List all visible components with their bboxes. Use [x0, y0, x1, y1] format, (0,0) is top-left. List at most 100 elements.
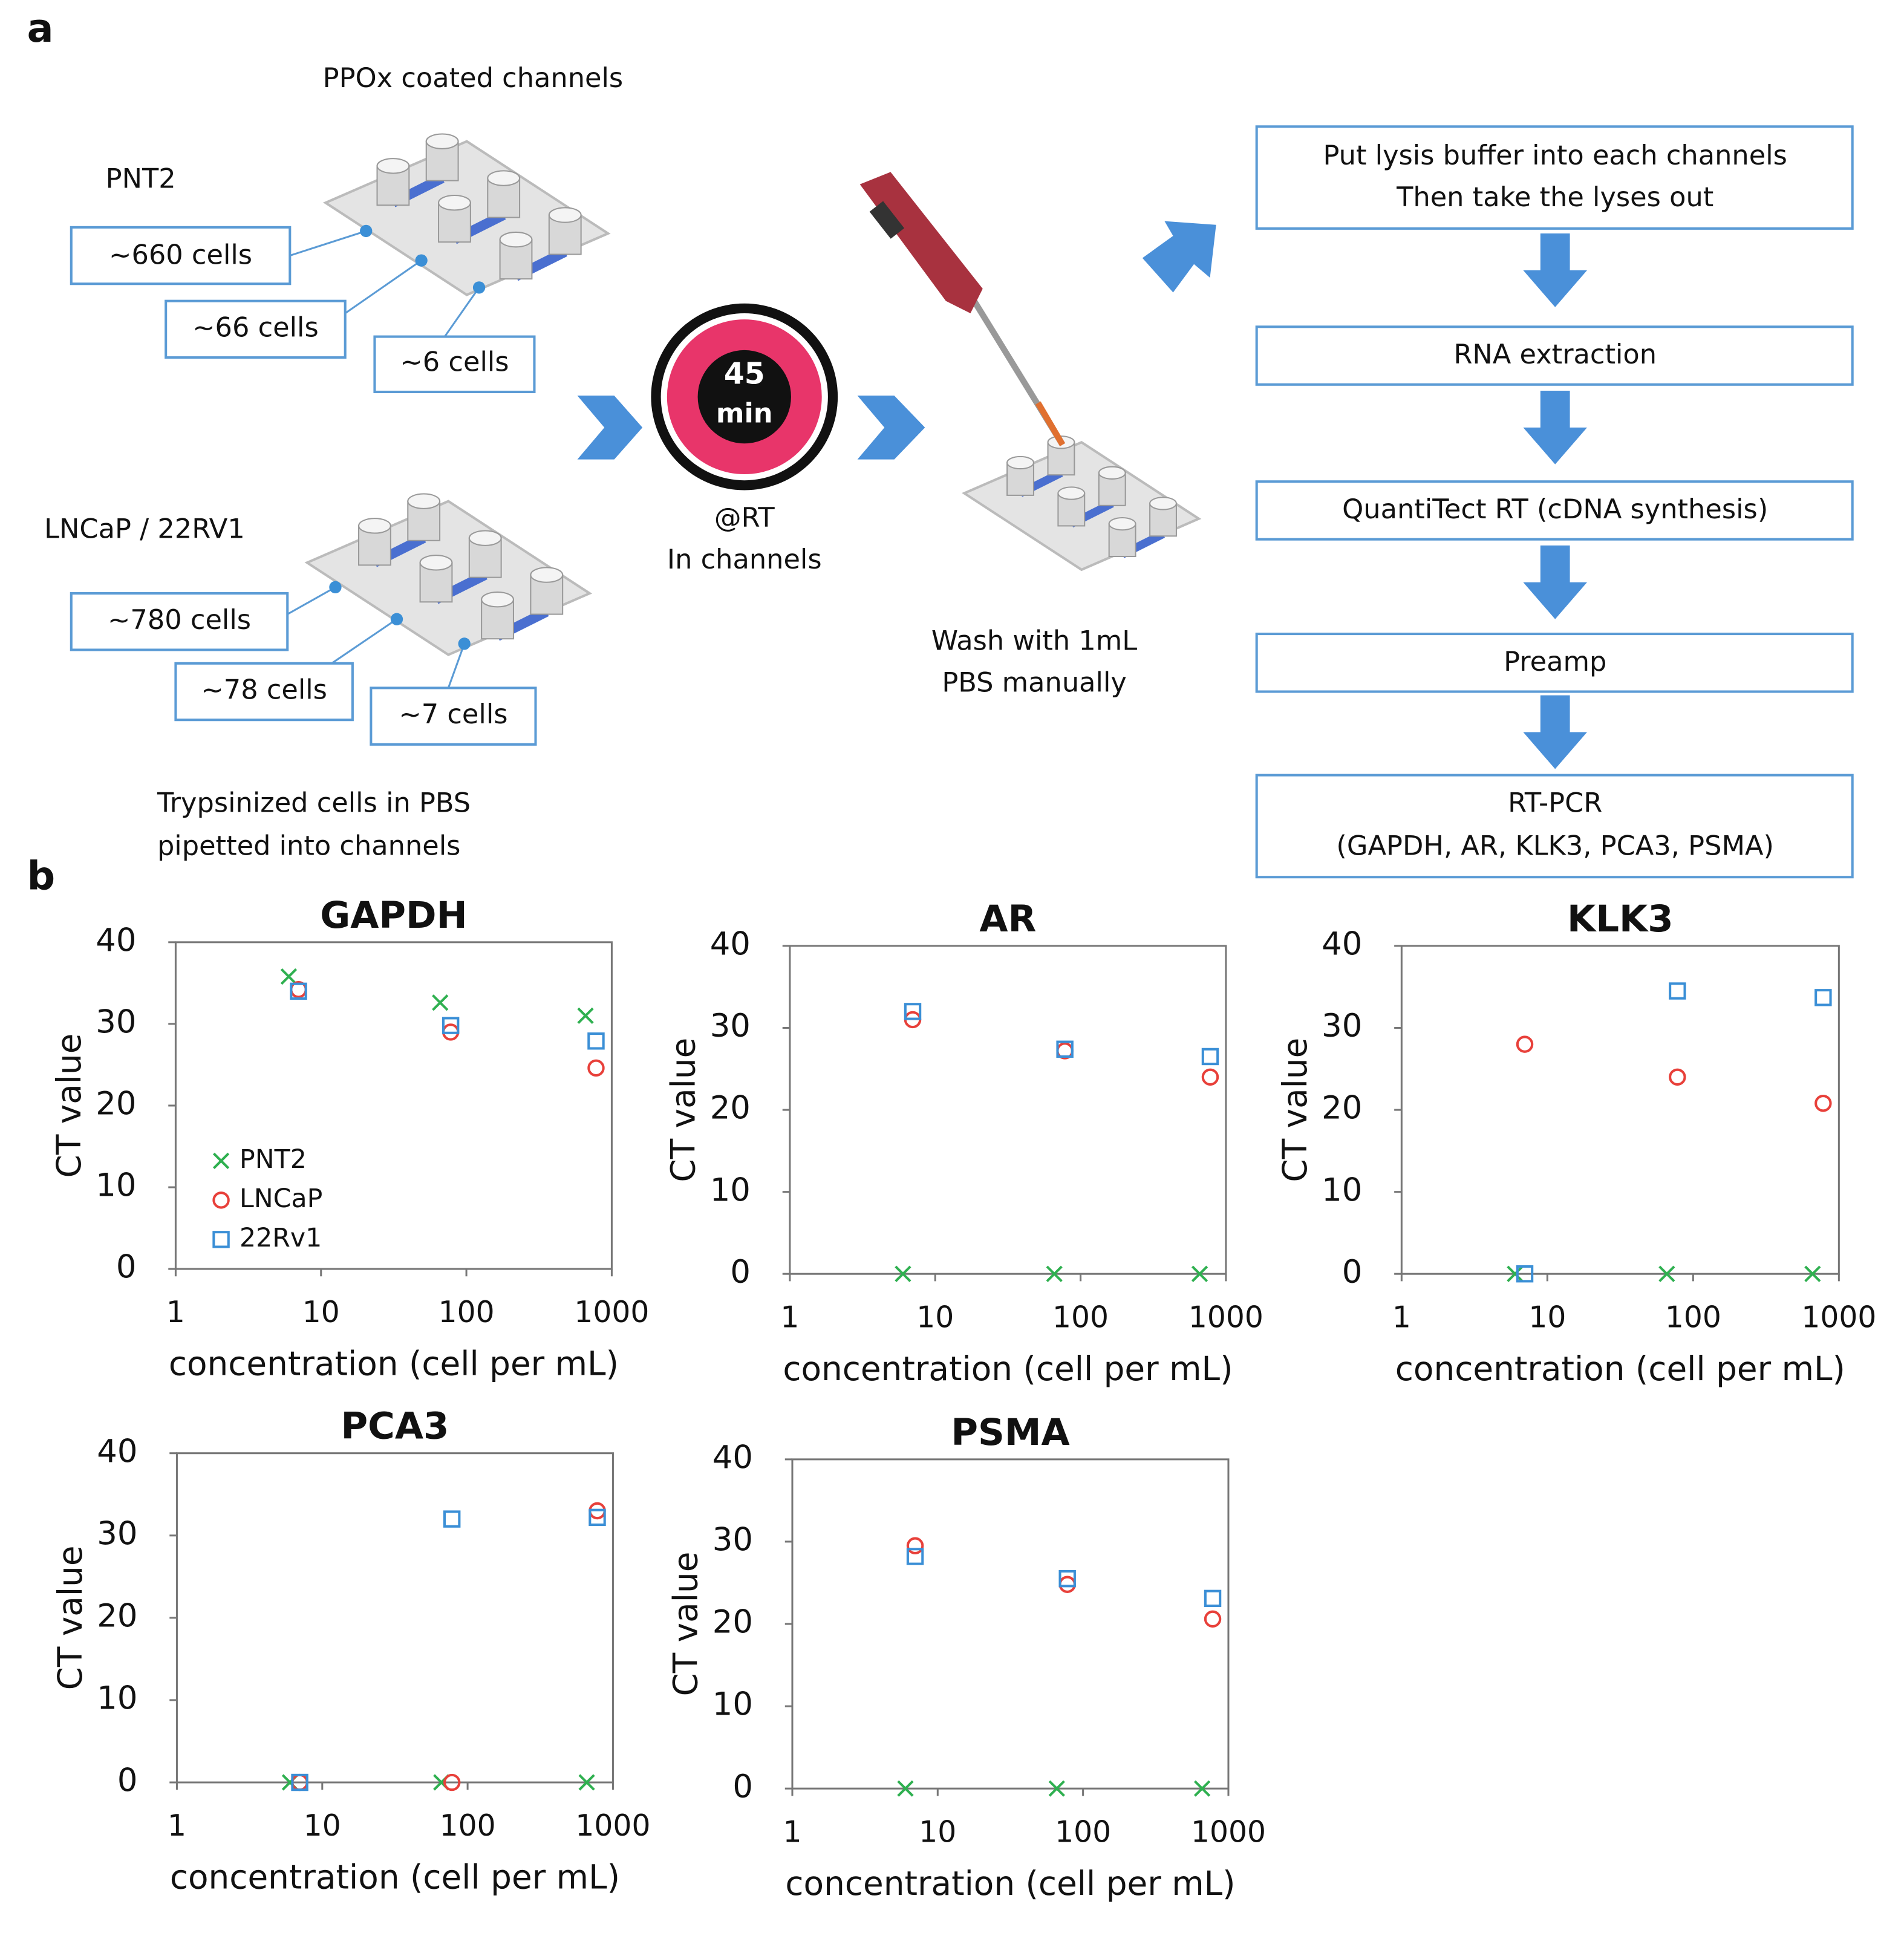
incubation: @RT: [714, 502, 775, 533]
plot-frame: [789, 945, 1227, 1275]
count: ~780 cells: [108, 604, 251, 636]
leader: [443, 287, 480, 337]
y-tick-label: 0: [116, 1249, 137, 1286]
leader: [287, 586, 336, 615]
x-tick-label: 10: [916, 1300, 954, 1334]
arrow: [1142, 221, 1216, 293]
incubation: In channels: [667, 544, 822, 575]
legend-marker: [212, 1191, 230, 1209]
panel-label: b: [27, 853, 56, 899]
step: QuantiTect RT (cDNA synthesis): [1342, 494, 1768, 525]
marker: [1201, 1048, 1219, 1066]
well-top: [438, 195, 471, 211]
count-box: [370, 686, 537, 746]
marker: [1058, 1576, 1076, 1593]
step: (GAPDH, AR, KLK3, PCA3, PSMA): [1336, 830, 1774, 861]
step: RT-PCR: [1508, 787, 1602, 818]
marker: [1201, 1068, 1219, 1086]
x-tick-label: 10: [302, 1296, 340, 1329]
marker: [1804, 1265, 1821, 1282]
x-tick-label: 100: [1055, 1815, 1111, 1849]
step-box: [1255, 633, 1854, 693]
timer-value: 45: [724, 357, 765, 391]
well-top: [487, 170, 521, 186]
marker: [577, 1007, 594, 1025]
y-tick-label: 30: [1322, 1008, 1362, 1045]
x-axis-label: concentration (cell per mL): [783, 1349, 1233, 1388]
well-top: [425, 133, 459, 149]
y-tick-label: 0: [732, 1768, 753, 1805]
count: ~7 cells: [399, 699, 507, 730]
marker: [1048, 1780, 1065, 1797]
well-top: [481, 592, 514, 608]
plot-frame: [791, 1458, 1230, 1790]
marker: [1204, 1610, 1222, 1628]
step: Then take the lyses out: [1396, 181, 1713, 213]
arrow: [577, 396, 643, 460]
well-top: [1057, 486, 1086, 500]
legend-label: LNCaP: [240, 1184, 322, 1214]
x-axis-label: concentration (cell per mL): [170, 1858, 620, 1897]
x-axis-label: concentration (cell per mL): [785, 1864, 1235, 1903]
step-box: [1255, 125, 1854, 230]
well-top: [419, 555, 453, 571]
y-axis-label: CT value: [663, 1038, 702, 1182]
marker: [1204, 1589, 1222, 1608]
well-top: [468, 530, 502, 546]
x-tick-label: 1000: [1191, 1815, 1266, 1849]
marker: [1193, 1780, 1211, 1797]
y-tick-label: 30: [96, 1004, 136, 1041]
marker: [897, 1780, 914, 1797]
cell-line: LNCaP / 22RV1: [44, 513, 245, 544]
y-tick-label: 40: [96, 922, 136, 959]
count-box: [70, 592, 289, 651]
step-box: [1255, 325, 1854, 386]
marker: [280, 968, 298, 985]
chart-title: PCA3: [341, 1405, 449, 1448]
x-tick-label: 1000: [1188, 1300, 1263, 1334]
well-top: [499, 231, 533, 248]
count-box: [373, 335, 536, 394]
step: Put lysis buffer into each channels: [1323, 140, 1787, 171]
marker: [1658, 1265, 1675, 1282]
plot-frame: [174, 941, 613, 1270]
legend-label: 22Rv1: [240, 1223, 322, 1253]
chart-title: AR: [979, 898, 1036, 940]
step: RNA extraction: [1453, 339, 1657, 370]
x-axis-label: concentration (cell per mL): [1395, 1349, 1845, 1388]
x-tick-label: 100: [1052, 1300, 1109, 1334]
x-tick-label: 1: [780, 1300, 799, 1334]
x-tick-label: 1000: [1801, 1300, 1876, 1334]
well-top: [376, 158, 410, 174]
legend-label: PNT2: [240, 1144, 307, 1175]
x-tick-label: 1: [168, 1809, 186, 1843]
y-axis-label: CT value: [1276, 1038, 1314, 1182]
leader: [289, 230, 367, 256]
count-box: [174, 662, 354, 722]
marker: [1669, 1068, 1686, 1086]
plot-frame: [1400, 945, 1840, 1275]
marker: [904, 1003, 922, 1020]
leader: [344, 259, 422, 315]
marker: [906, 1548, 924, 1565]
y-tick-label: 0: [730, 1254, 751, 1291]
marker: [1814, 989, 1832, 1006]
x-tick-label: 10: [919, 1815, 956, 1849]
arrow: [857, 396, 925, 460]
well: [1098, 472, 1126, 506]
chart-title: GAPDH: [320, 894, 467, 937]
x-axis-label: concentration (cell per mL): [169, 1344, 619, 1383]
pipette: [859, 172, 1066, 446]
arrow: [1523, 545, 1588, 619]
marker: [443, 1510, 461, 1528]
step: Preamp: [1504, 646, 1606, 677]
x-tick-label: 100: [1665, 1300, 1721, 1334]
count-box: [165, 299, 347, 359]
dots: [329, 224, 486, 650]
count: ~6 cells: [400, 346, 509, 377]
well-top: [407, 493, 441, 509]
y-tick-label: 20: [97, 1598, 137, 1635]
arrow: [1523, 233, 1588, 307]
marker: [290, 982, 307, 1000]
